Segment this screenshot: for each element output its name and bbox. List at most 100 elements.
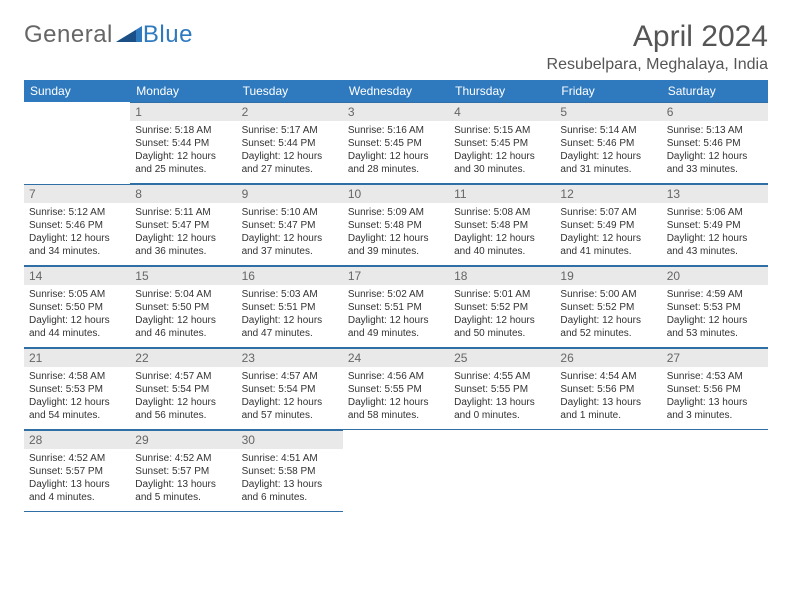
calendar-week-row: 1Sunrise: 5:18 AMSunset: 5:44 PMDaylight… bbox=[24, 102, 768, 184]
calendar-cell: 28Sunrise: 4:52 AMSunset: 5:57 PMDayligh… bbox=[24, 430, 130, 512]
day-details: Sunrise: 4:57 AMSunset: 5:54 PMDaylight:… bbox=[130, 367, 236, 426]
calendar-cell: 12Sunrise: 5:07 AMSunset: 5:49 PMDayligh… bbox=[555, 184, 661, 266]
day-details: Sunrise: 5:07 AMSunset: 5:49 PMDaylight:… bbox=[555, 203, 661, 262]
brand-text-2: Blue bbox=[143, 21, 193, 49]
sunrise-text: Sunrise: 5:13 AM bbox=[667, 124, 763, 137]
daylight-text: Daylight: 12 hours and 57 minutes. bbox=[242, 396, 338, 422]
daylight-text: Daylight: 13 hours and 6 minutes. bbox=[242, 478, 338, 504]
daylight-text: Daylight: 12 hours and 56 minutes. bbox=[135, 396, 231, 422]
daylight-text: Daylight: 12 hours and 44 minutes. bbox=[29, 314, 125, 340]
calendar-cell: 22Sunrise: 4:57 AMSunset: 5:54 PMDayligh… bbox=[130, 348, 236, 430]
sunrise-text: Sunrise: 4:53 AM bbox=[667, 370, 763, 383]
brand-text-1: General bbox=[24, 21, 113, 49]
calendar-cell bbox=[449, 430, 555, 512]
daylight-text: Daylight: 13 hours and 5 minutes. bbox=[135, 478, 231, 504]
sunset-text: Sunset: 5:49 PM bbox=[560, 219, 656, 232]
day-number: 5 bbox=[555, 103, 661, 121]
day-number: 16 bbox=[237, 267, 343, 285]
day-number: 12 bbox=[555, 185, 661, 203]
sunset-text: Sunset: 5:57 PM bbox=[135, 465, 231, 478]
sunset-text: Sunset: 5:50 PM bbox=[135, 301, 231, 314]
daylight-text: Daylight: 13 hours and 0 minutes. bbox=[454, 396, 550, 422]
sunset-text: Sunset: 5:49 PM bbox=[667, 219, 763, 232]
calendar-cell: 2Sunrise: 5:17 AMSunset: 5:44 PMDaylight… bbox=[237, 102, 343, 184]
calendar-cell: 23Sunrise: 4:57 AMSunset: 5:54 PMDayligh… bbox=[237, 348, 343, 430]
sunrise-text: Sunrise: 5:18 AM bbox=[135, 124, 231, 137]
day-details: Sunrise: 5:10 AMSunset: 5:47 PMDaylight:… bbox=[237, 203, 343, 262]
sunset-text: Sunset: 5:46 PM bbox=[667, 137, 763, 150]
page-header: General Blue April 2024 Resubelpara, Meg… bbox=[24, 20, 768, 74]
sunset-text: Sunset: 5:56 PM bbox=[560, 383, 656, 396]
calendar-cell: 13Sunrise: 5:06 AMSunset: 5:49 PMDayligh… bbox=[662, 184, 768, 266]
calendar-cell: 15Sunrise: 5:04 AMSunset: 5:50 PMDayligh… bbox=[130, 266, 236, 348]
day-number: 22 bbox=[130, 349, 236, 367]
calendar-cell: 29Sunrise: 4:52 AMSunset: 5:57 PMDayligh… bbox=[130, 430, 236, 512]
day-details: Sunrise: 5:05 AMSunset: 5:50 PMDaylight:… bbox=[24, 285, 130, 344]
calendar-cell bbox=[662, 430, 768, 512]
day-details: Sunrise: 4:51 AMSunset: 5:58 PMDaylight:… bbox=[237, 449, 343, 508]
calendar-week-row: 14Sunrise: 5:05 AMSunset: 5:50 PMDayligh… bbox=[24, 266, 768, 348]
daylight-text: Daylight: 12 hours and 47 minutes. bbox=[242, 314, 338, 340]
daylight-text: Daylight: 12 hours and 40 minutes. bbox=[454, 232, 550, 258]
weekday-header: Sunday bbox=[24, 80, 130, 102]
daylight-text: Daylight: 12 hours and 31 minutes. bbox=[560, 150, 656, 176]
day-details: Sunrise: 5:16 AMSunset: 5:45 PMDaylight:… bbox=[343, 121, 449, 180]
day-number: 11 bbox=[449, 185, 555, 203]
calendar-cell bbox=[555, 430, 661, 512]
day-details: Sunrise: 5:15 AMSunset: 5:45 PMDaylight:… bbox=[449, 121, 555, 180]
day-details: Sunrise: 4:59 AMSunset: 5:53 PMDaylight:… bbox=[662, 285, 768, 344]
calendar-cell: 26Sunrise: 4:54 AMSunset: 5:56 PMDayligh… bbox=[555, 348, 661, 430]
day-number: 26 bbox=[555, 349, 661, 367]
sunrise-text: Sunrise: 4:51 AM bbox=[242, 452, 338, 465]
day-details: Sunrise: 4:58 AMSunset: 5:53 PMDaylight:… bbox=[24, 367, 130, 426]
weekday-header: Friday bbox=[555, 80, 661, 102]
weekday-header: Monday bbox=[130, 80, 236, 102]
sunset-text: Sunset: 5:46 PM bbox=[560, 137, 656, 150]
calendar-cell: 18Sunrise: 5:01 AMSunset: 5:52 PMDayligh… bbox=[449, 266, 555, 348]
sunrise-text: Sunrise: 4:57 AM bbox=[242, 370, 338, 383]
day-details: Sunrise: 5:12 AMSunset: 5:46 PMDaylight:… bbox=[24, 203, 130, 262]
day-number: 24 bbox=[343, 349, 449, 367]
calendar-cell: 10Sunrise: 5:09 AMSunset: 5:48 PMDayligh… bbox=[343, 184, 449, 266]
weekday-header: Thursday bbox=[449, 80, 555, 102]
sunrise-text: Sunrise: 5:04 AM bbox=[135, 288, 231, 301]
day-number: 10 bbox=[343, 185, 449, 203]
calendar-cell: 20Sunrise: 4:59 AMSunset: 5:53 PMDayligh… bbox=[662, 266, 768, 348]
sunrise-text: Sunrise: 5:16 AM bbox=[348, 124, 444, 137]
daylight-text: Daylight: 12 hours and 41 minutes. bbox=[560, 232, 656, 258]
day-number: 23 bbox=[237, 349, 343, 367]
location-text: Resubelpara, Meghalaya, India bbox=[547, 56, 768, 74]
sunrise-text: Sunrise: 4:58 AM bbox=[29, 370, 125, 383]
calendar-week-row: 21Sunrise: 4:58 AMSunset: 5:53 PMDayligh… bbox=[24, 348, 768, 430]
sunset-text: Sunset: 5:55 PM bbox=[348, 383, 444, 396]
day-number: 3 bbox=[343, 103, 449, 121]
calendar-header-row: SundayMondayTuesdayWednesdayThursdayFrid… bbox=[24, 80, 768, 102]
day-number: 1 bbox=[130, 103, 236, 121]
sunrise-text: Sunrise: 4:57 AM bbox=[135, 370, 231, 383]
daylight-text: Daylight: 12 hours and 28 minutes. bbox=[348, 150, 444, 176]
day-details: Sunrise: 4:57 AMSunset: 5:54 PMDaylight:… bbox=[237, 367, 343, 426]
calendar-cell: 27Sunrise: 4:53 AMSunset: 5:56 PMDayligh… bbox=[662, 348, 768, 430]
calendar-cell: 16Sunrise: 5:03 AMSunset: 5:51 PMDayligh… bbox=[237, 266, 343, 348]
daylight-text: Daylight: 12 hours and 58 minutes. bbox=[348, 396, 444, 422]
calendar-cell: 6Sunrise: 5:13 AMSunset: 5:46 PMDaylight… bbox=[662, 102, 768, 184]
daylight-text: Daylight: 12 hours and 39 minutes. bbox=[348, 232, 444, 258]
sunrise-text: Sunrise: 5:11 AM bbox=[135, 206, 231, 219]
sunrise-text: Sunrise: 5:10 AM bbox=[242, 206, 338, 219]
sunset-text: Sunset: 5:53 PM bbox=[667, 301, 763, 314]
sunrise-text: Sunrise: 4:59 AM bbox=[667, 288, 763, 301]
sunrise-text: Sunrise: 5:08 AM bbox=[454, 206, 550, 219]
calendar-cell: 17Sunrise: 5:02 AMSunset: 5:51 PMDayligh… bbox=[343, 266, 449, 348]
sunset-text: Sunset: 5:48 PM bbox=[454, 219, 550, 232]
day-number: 19 bbox=[555, 267, 661, 285]
calendar-cell: 1Sunrise: 5:18 AMSunset: 5:44 PMDaylight… bbox=[130, 102, 236, 184]
day-number: 27 bbox=[662, 349, 768, 367]
sunset-text: Sunset: 5:51 PM bbox=[242, 301, 338, 314]
weekday-header: Saturday bbox=[662, 80, 768, 102]
calendar-cell: 7Sunrise: 5:12 AMSunset: 5:46 PMDaylight… bbox=[24, 184, 130, 266]
calendar-cell: 8Sunrise: 5:11 AMSunset: 5:47 PMDaylight… bbox=[130, 184, 236, 266]
sunset-text: Sunset: 5:48 PM bbox=[348, 219, 444, 232]
weekday-header: Tuesday bbox=[237, 80, 343, 102]
daylight-text: Daylight: 12 hours and 46 minutes. bbox=[135, 314, 231, 340]
day-number: 25 bbox=[449, 349, 555, 367]
